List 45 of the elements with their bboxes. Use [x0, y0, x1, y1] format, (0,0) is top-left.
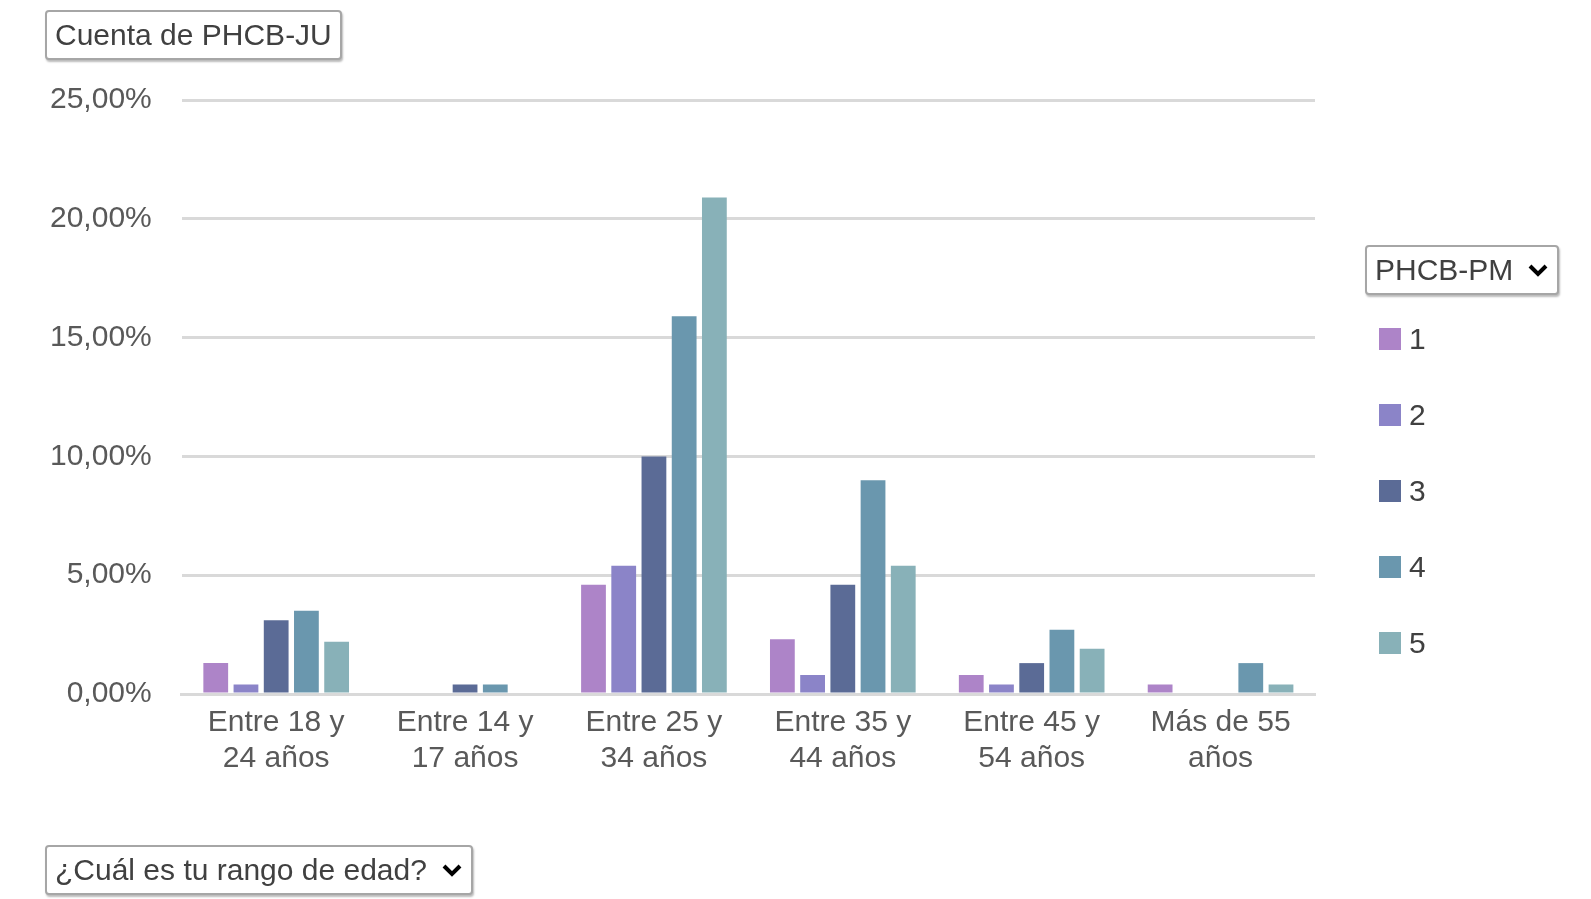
bar	[958, 674, 984, 693]
x-tick-label: Entre 45 y 54 años	[963, 704, 1101, 774]
y-tick-label: 20,00%	[50, 200, 152, 234]
y-tick-label: 5,00%	[66, 556, 152, 590]
legend-label: 2	[1409, 398, 1426, 432]
bar	[482, 684, 508, 693]
bar	[1147, 684, 1173, 693]
bar	[701, 197, 727, 693]
bar	[989, 684, 1014, 693]
legend-title: PHCB-PM	[1375, 253, 1514, 287]
y-tick-label: 0,00%	[66, 675, 152, 709]
legend-label: 5	[1409, 626, 1426, 660]
x-tick-label: Entre 14 y 17 años	[396, 704, 534, 774]
legend-label: 3	[1409, 474, 1426, 508]
chart-title: Cuenta de PHCB-JU	[55, 18, 332, 52]
x-tick-label: Más de 55 años	[1150, 704, 1291, 774]
legend-label: 1	[1409, 322, 1426, 356]
y-tick-label: 10,00%	[50, 437, 152, 471]
bar	[1019, 663, 1045, 693]
bar	[452, 684, 478, 693]
x-axis-title: ¿Cuál es tu rango de edad?	[55, 853, 427, 887]
bar	[233, 684, 259, 693]
x-tick-label: Entre 35 y 44 años	[774, 704, 912, 774]
bar	[1079, 648, 1105, 693]
bar	[860, 480, 886, 693]
bar	[294, 610, 319, 693]
bar	[1049, 629, 1075, 693]
legend-label: 4	[1409, 550, 1426, 584]
bar	[769, 639, 795, 693]
bar	[581, 584, 606, 693]
y-tick-label: 15,00%	[50, 318, 152, 352]
bar	[1238, 663, 1264, 693]
x-tick-label: Entre 25 y 34 años	[585, 704, 723, 774]
bar	[800, 674, 825, 693]
bar	[611, 565, 637, 693]
bar	[830, 584, 856, 693]
bar	[1268, 684, 1294, 693]
bar	[671, 316, 697, 693]
bar	[324, 641, 350, 693]
bar	[203, 663, 229, 693]
bar	[641, 456, 667, 693]
bar	[890, 565, 916, 693]
y-tick-label: 25,00%	[50, 81, 152, 115]
x-tick-label: Entre 18 y 24 años	[207, 704, 345, 774]
bar	[263, 620, 289, 693]
